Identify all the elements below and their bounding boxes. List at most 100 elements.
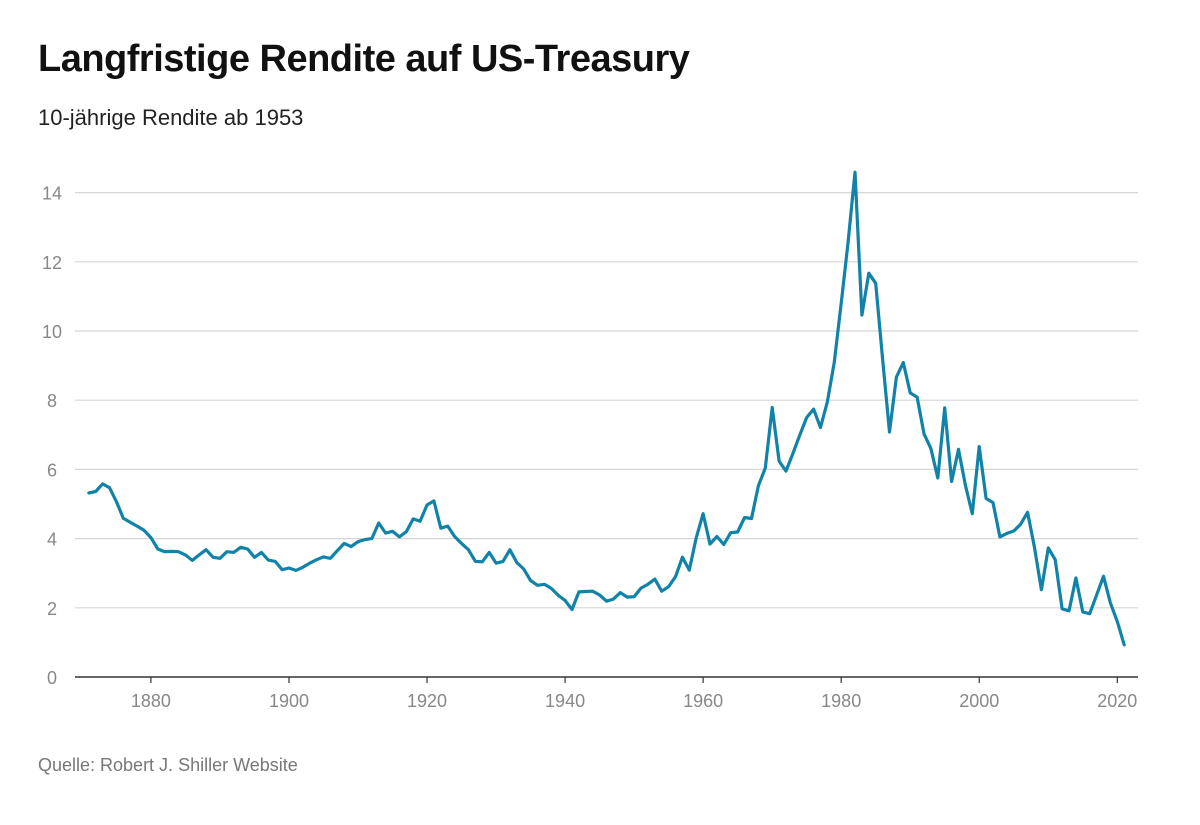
- data-point: [694, 536, 698, 540]
- data-point: [1005, 531, 1009, 535]
- data-point: [446, 524, 450, 528]
- data-point: [508, 548, 512, 552]
- data-point: [432, 499, 436, 503]
- data-point: [853, 170, 857, 174]
- x-tick-label: 1900: [269, 691, 309, 711]
- data-point: [756, 484, 760, 488]
- data-point: [494, 561, 498, 565]
- data-point: [121, 516, 125, 520]
- data-point: [135, 524, 139, 528]
- data-point: [687, 568, 691, 572]
- data-point: [605, 599, 609, 603]
- data-point: [936, 476, 940, 480]
- data-point: [1046, 546, 1050, 550]
- y-tick-label: 0: [47, 668, 57, 688]
- data-point: [218, 556, 222, 560]
- data-point: [439, 526, 443, 530]
- data-point: [425, 503, 429, 507]
- data-point: [577, 590, 581, 594]
- data-point: [722, 543, 726, 547]
- data-point: [1102, 574, 1106, 578]
- data-point: [356, 540, 360, 544]
- data-point: [791, 452, 795, 456]
- source-note: Quelle: Robert J. Shiller Website: [38, 755, 298, 775]
- data-point: [970, 512, 974, 516]
- data-point: [108, 486, 112, 490]
- data-point: [708, 542, 712, 546]
- data-point: [991, 501, 995, 505]
- data-point: [418, 519, 422, 523]
- data-point: [397, 535, 401, 539]
- data-point: [1074, 576, 1078, 580]
- data-point: [287, 566, 291, 570]
- data-point: [819, 426, 823, 430]
- data-point: [522, 567, 526, 571]
- x-tick-label: 1920: [407, 691, 447, 711]
- chart-subtitle: 10-jährige Rendite ab 1953: [38, 105, 304, 130]
- data-point: [177, 550, 181, 554]
- data-point: [377, 521, 381, 525]
- y-tick-label: 12: [42, 253, 62, 273]
- data-point: [404, 530, 408, 534]
- data-point: [1033, 546, 1037, 550]
- data-point: [556, 593, 560, 597]
- data-point: [391, 529, 395, 533]
- data-point: [618, 591, 622, 595]
- data-point: [253, 555, 257, 559]
- data-point: [163, 550, 167, 554]
- data-point: [1122, 643, 1126, 647]
- data-point: [881, 357, 885, 361]
- data-point: [894, 375, 898, 379]
- series-layer: [87, 170, 1126, 647]
- data-point: [674, 575, 678, 579]
- data-point: [335, 549, 339, 553]
- x-tick-label: 1960: [683, 691, 723, 711]
- y-tick-label: 14: [42, 184, 62, 204]
- data-point: [246, 547, 250, 551]
- data-point: [570, 608, 574, 612]
- y-tick-label: 2: [47, 599, 57, 619]
- data-point: [211, 555, 215, 559]
- data-point: [929, 447, 933, 451]
- data-point: [204, 548, 208, 552]
- data-point: [273, 559, 277, 563]
- data-point: [770, 406, 774, 410]
- data-point: [922, 432, 926, 436]
- data-point: [812, 407, 816, 411]
- y-tick-label: 6: [47, 460, 57, 480]
- data-point: [1053, 558, 1057, 562]
- data-point: [888, 430, 892, 434]
- data-point: [846, 240, 850, 244]
- data-point: [839, 301, 843, 305]
- y-axis-ticks: 0 2 4 6 8 10 12 14: [42, 184, 62, 688]
- data-point: [294, 568, 298, 572]
- data-point: [473, 559, 477, 563]
- data-point: [701, 512, 705, 516]
- data-point: [1060, 607, 1064, 611]
- data-point: [680, 555, 684, 559]
- data-point: [259, 550, 263, 554]
- y-tick-label: 4: [47, 530, 57, 550]
- data-point: [239, 545, 243, 549]
- data-point: [984, 497, 988, 501]
- data-point: [563, 599, 567, 603]
- data-point: [232, 550, 236, 554]
- y-tick-label: 8: [47, 391, 57, 411]
- data-point: [1081, 610, 1085, 614]
- data-point: [128, 520, 132, 524]
- data-point: [411, 517, 415, 521]
- data-point: [308, 561, 312, 565]
- data-point: [950, 480, 954, 484]
- data-point: [87, 491, 91, 495]
- data-point: [149, 536, 153, 540]
- data-point: [825, 400, 829, 404]
- series-line-0: [87, 170, 1126, 647]
- data-point: [453, 535, 457, 539]
- data-point: [667, 585, 671, 589]
- data-point: [342, 541, 346, 545]
- data-point: [736, 530, 740, 534]
- data-point: [729, 531, 733, 535]
- x-tick-label: 1940: [545, 691, 585, 711]
- data-point: [977, 445, 981, 449]
